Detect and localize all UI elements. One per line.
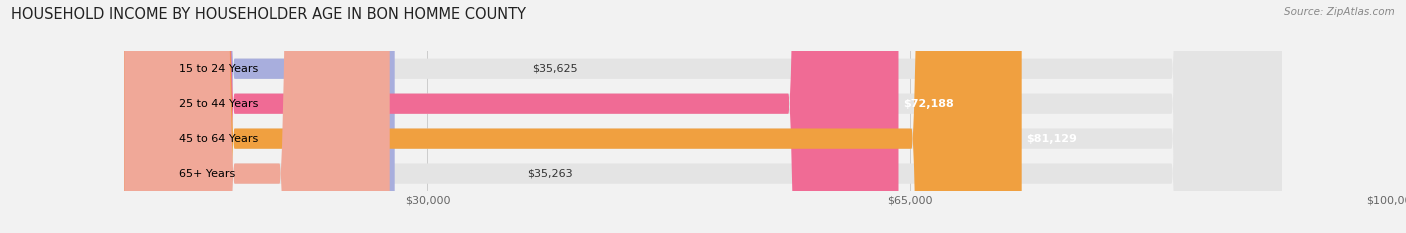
FancyBboxPatch shape — [124, 0, 1282, 233]
Text: $81,129: $81,129 — [1026, 134, 1077, 144]
FancyBboxPatch shape — [124, 0, 389, 233]
Text: $35,263: $35,263 — [527, 169, 574, 178]
FancyBboxPatch shape — [124, 0, 1282, 233]
Text: $35,625: $35,625 — [533, 64, 578, 74]
Text: $72,188: $72,188 — [903, 99, 953, 109]
FancyBboxPatch shape — [124, 0, 395, 233]
FancyBboxPatch shape — [124, 0, 1282, 233]
Text: 15 to 24 Years: 15 to 24 Years — [180, 64, 259, 74]
Text: HOUSEHOLD INCOME BY HOUSEHOLDER AGE IN BON HOMME COUNTY: HOUSEHOLD INCOME BY HOUSEHOLDER AGE IN B… — [11, 7, 526, 22]
Text: 25 to 44 Years: 25 to 44 Years — [180, 99, 259, 109]
FancyBboxPatch shape — [124, 0, 1022, 233]
Text: Source: ZipAtlas.com: Source: ZipAtlas.com — [1284, 7, 1395, 17]
FancyBboxPatch shape — [124, 0, 898, 233]
FancyBboxPatch shape — [124, 0, 1282, 233]
Text: 65+ Years: 65+ Years — [180, 169, 236, 178]
Text: 45 to 64 Years: 45 to 64 Years — [180, 134, 259, 144]
